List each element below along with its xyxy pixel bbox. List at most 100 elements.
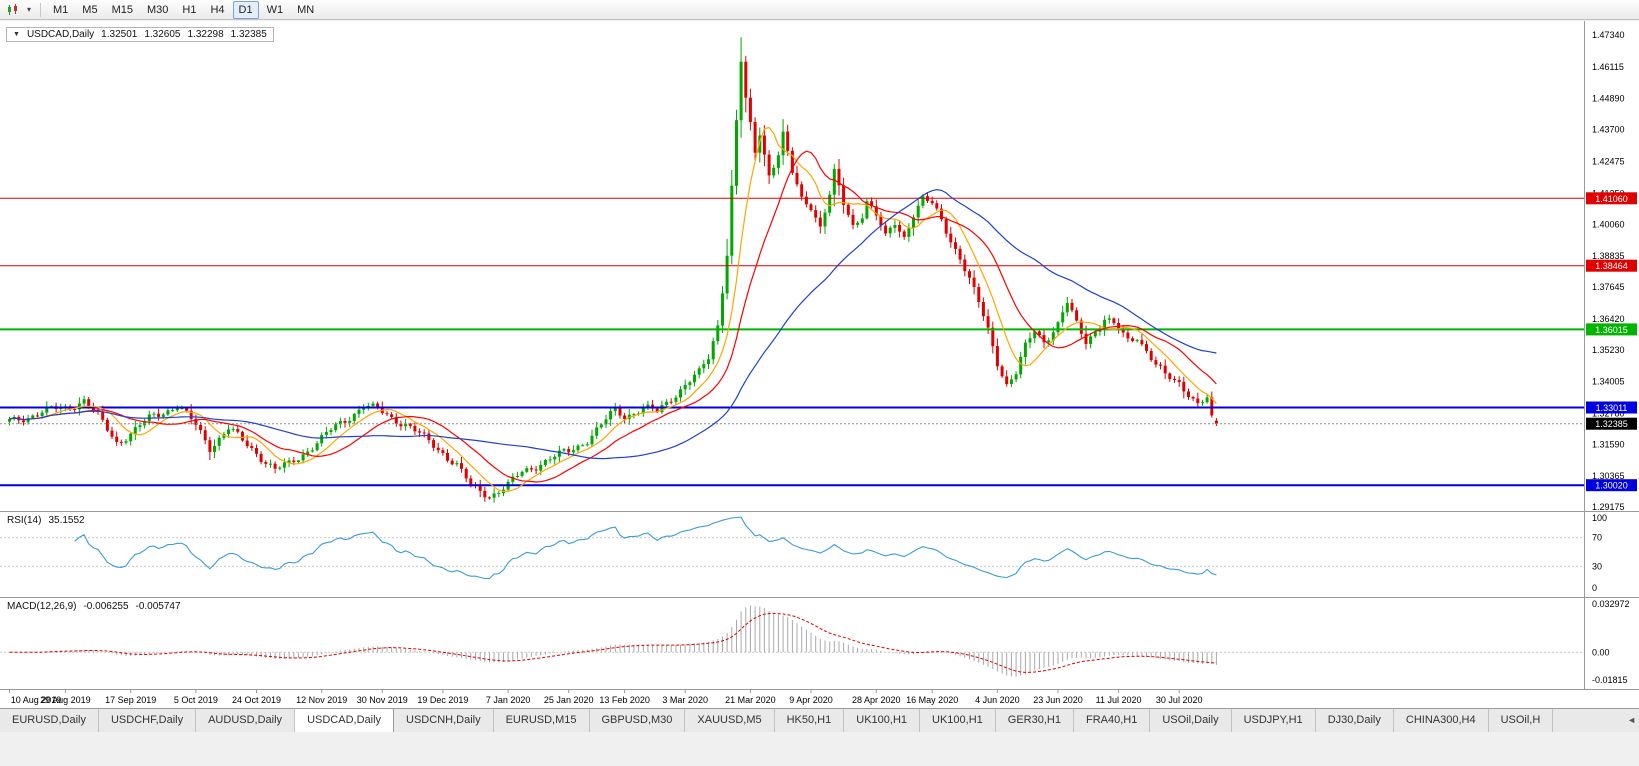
svg-text:-0.01815: -0.01815 [1592,675,1628,685]
rsi-value-label: 35.1552 [48,515,85,526]
moving-average-lines [9,126,1217,493]
timeframe-button-mn[interactable]: MN [291,1,320,19]
toolbar: ▾ M1 M5 M15 M30 H1 H4 D1 W1 MN [0,0,1639,20]
collapse-ohlc-icon[interactable]: ▼ [13,31,20,38]
timeframe-button-h1[interactable]: H1 [176,1,202,19]
chart-symbol-label: USDCAD,Daily [26,29,95,40]
chart-tab-bar: EURUSD,Daily USDCHF,Daily AUDUSD,Daily USDC… [0,708,1639,732]
svg-text:100: 100 [1592,513,1607,523]
svg-text:3 Mar 2020: 3 Mar 2020 [662,695,708,705]
chart-tab-fra40-h1[interactable]: FRA40,H1 [1073,709,1151,732]
timeframe-button-d1[interactable]: D1 [232,0,259,19]
chart-tab-ger30-h1[interactable]: GER30,H1 [995,709,1074,732]
svg-text:1.29175: 1.29175 [1592,502,1625,512]
macd-main-value-label: -0.006255 [83,601,129,612]
chart-tab-usoil-daily[interactable]: USOil,Daily [1150,709,1232,732]
svg-text:1.42475: 1.42475 [1592,157,1625,167]
svg-text:1.33011: 1.33011 [1596,403,1628,413]
tab-scroll-left-icon[interactable]: ◄ [1627,715,1636,725]
ohlc-close-value: 1.32385 [230,29,267,40]
chart-ohlc-overlay: ▼ USDCAD,Daily 1.32501 1.32605 1.32298 1… [6,27,274,42]
timeframe-button-m5[interactable]: M5 [76,1,103,19]
chart-tab-dj30-daily[interactable]: DJ30,Daily [1315,709,1394,732]
svg-text:70: 70 [1592,533,1602,543]
svg-text:1.37645: 1.37645 [1592,282,1625,292]
svg-text:1.35230: 1.35230 [1592,345,1625,355]
svg-text:0.00: 0.00 [1592,647,1610,657]
horizontal-level-lines [0,197,1584,487]
ohlc-open-value: 1.32501 [101,29,138,40]
svg-text:1.31590: 1.31590 [1592,439,1625,449]
price-chart-panel[interactable]: 1.473401.461151.448901.437001.424751.412… [0,21,1639,512]
svg-text:1.47340: 1.47340 [1592,30,1625,40]
chart-tab-usdcad-daily[interactable]: USDCAD,Daily [295,709,395,732]
svg-text:1.44890: 1.44890 [1592,94,1625,104]
ohlc-high-value: 1.32605 [144,29,181,40]
price-level-badge: 1.38464 [1586,259,1637,272]
timeframe-button-m15[interactable]: M15 [106,1,139,19]
svg-text:19 Dec 2019: 19 Dec 2019 [417,695,468,705]
svg-text:0: 0 [1592,583,1597,593]
svg-text:1.38835: 1.38835 [1592,251,1625,261]
chart-type-icon[interactable] [4,2,23,18]
rsi-line [74,516,1217,580]
current-price-badge: 1.32385 [1586,417,1637,430]
chart-tab-usdcnh-daily[interactable]: USDCNH,Daily [394,709,494,732]
macd-histogram [13,605,1217,677]
chart-tab-uk100-h1[interactable]: UK100,H1 [844,709,921,732]
svg-text:9 Apr 2020: 9 Apr 2020 [789,695,833,705]
timeframe-button-h4[interactable]: H4 [204,1,230,19]
chart-tab-hk50-h1[interactable]: HK50,H1 [774,709,845,732]
chart-tab-china300-h4[interactable]: CHINA300,H4 [1393,709,1489,732]
macd-indicator-panel[interactable]: 0.032972 0.00 -0.01815 [0,598,1639,690]
svg-text:23 Jun 2020: 23 Jun 2020 [1033,695,1083,705]
price-level-badge: 1.36015 [1586,323,1637,336]
svg-text:1.30020: 1.30020 [1595,481,1628,491]
svg-text:1.30365: 1.30365 [1592,471,1625,481]
chart-tab-xauusd-m5[interactable]: XAUUSD,M5 [685,709,775,732]
timeframe-button-m1[interactable]: M1 [47,1,74,19]
ohlc-low-value: 1.32298 [187,29,224,40]
chart-tab-eurusd-m15[interactable]: EURUSD,M15 [493,709,590,732]
chart-tab-uk100-h1[interactable]: UK100,H1 [920,709,996,732]
toolbar-separator [40,2,41,17]
svg-text:1.32385: 1.32385 [1595,419,1628,429]
macd-name-label: MACD(12,26,9) [7,601,77,612]
svg-text:1.40060: 1.40060 [1592,219,1625,229]
svg-text:16 May 2020: 16 May 2020 [906,695,958,705]
timeframe-button-m30[interactable]: M30 [141,1,174,19]
svg-text:28 Apr 2020: 28 Apr 2020 [852,695,901,705]
chart-tab-usdchf-daily[interactable]: USDCHF,Daily [98,709,197,732]
candlestick-glyph [8,3,17,15]
svg-text:30: 30 [1592,561,1602,571]
chart-tab-usoil-h[interactable]: USOil,H [1488,709,1554,732]
svg-text:17 Sep 2019: 17 Sep 2019 [105,695,156,705]
svg-text:30 Nov 2019: 30 Nov 2019 [357,695,408,705]
rsi-indicator-panel[interactable]: 100 70 30 0 [0,512,1639,598]
svg-text:29 Aug 2019: 29 Aug 2019 [40,695,91,705]
svg-text:5 Oct 2019: 5 Oct 2019 [174,695,218,705]
chart-type-dropdown-icon[interactable]: ▾ [26,4,31,14]
chart-tab-usdjpy-h1[interactable]: USDJPY,H1 [1231,709,1316,732]
timeframe-button-w1[interactable]: W1 [261,1,290,19]
timeframe-button-group: M1 M5 M15 M30 H1 H4 D1 W1 MN [47,0,320,19]
svg-text:1.36420: 1.36420 [1592,314,1625,324]
svg-text:10 Aug 2019: 10 Aug 2019 [11,695,62,705]
svg-text:25 Jan 2020: 25 Jan 2020 [544,695,594,705]
svg-text:0.032972: 0.032972 [1592,599,1630,609]
svg-text:30 Jul 2020: 30 Jul 2020 [1156,695,1203,705]
svg-text:1.43700: 1.43700 [1592,125,1625,135]
svg-text:11 Jul 2020: 11 Jul 2020 [1096,695,1142,705]
svg-text:1.41060: 1.41060 [1595,194,1628,204]
chart-tab-gbpusd-m30[interactable]: GBPUSD,M30 [589,709,686,732]
chart-tab-eurusd-daily[interactable]: EURUSD,Daily [0,709,99,732]
svg-text:1.38464: 1.38464 [1595,261,1628,271]
chart-tab-audusd-daily[interactable]: AUDUSD,Daily [196,709,296,732]
svg-text:7 Jan 2020: 7 Jan 2020 [486,695,531,705]
rsi-header: RSI(14) 35.1552 [7,515,85,526]
macd-header: MACD(12,26,9) -0.006255 -0.005747 [7,601,181,612]
svg-text:1.46115: 1.46115 [1592,62,1624,72]
